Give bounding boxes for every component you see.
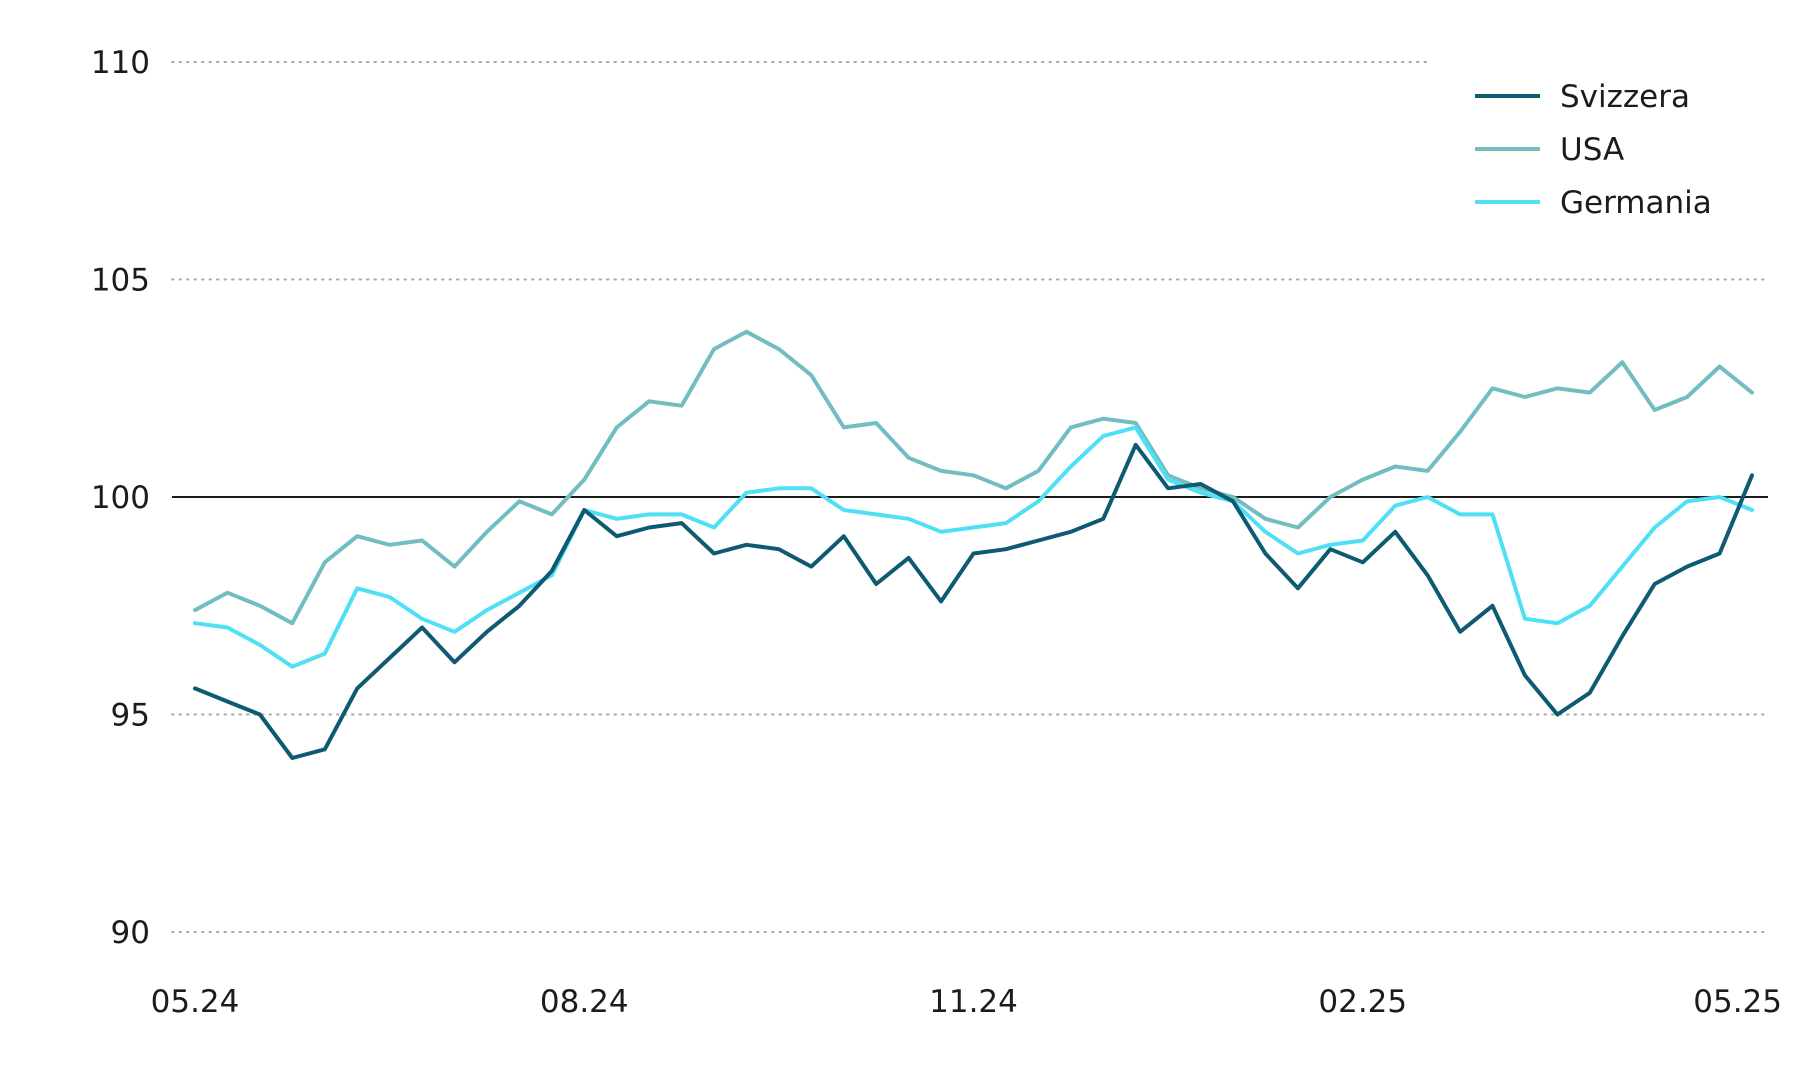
grid-lines	[171, 61, 1769, 933]
x-tick-label: 05.24	[151, 984, 240, 1020]
x-axis-tick-labels: 05.24 08.24 11.24 02.25 05.25	[151, 984, 1782, 1020]
legend: Svizzera USA Germania	[1475, 79, 1712, 221]
y-tick-label: 90	[111, 915, 150, 951]
x-tick-label: 05.25	[1693, 984, 1782, 1020]
x-tick-label: 11.24	[929, 984, 1018, 1020]
series-line-usa	[193, 329, 1754, 626]
y-axis-tick-labels: 110 105 100 95 90	[91, 45, 150, 951]
y-tick-label: 110	[91, 45, 150, 81]
legend-label: Germania	[1560, 185, 1712, 221]
y-tick-label: 105	[91, 263, 150, 299]
series-line-svizzera	[193, 442, 1754, 760]
series-line-germania	[193, 425, 1754, 669]
legend-label: USA	[1560, 132, 1624, 168]
y-tick-label: 100	[91, 480, 150, 516]
series-lines	[193, 329, 1754, 760]
legend-item-svizzera: Svizzera	[1475, 79, 1690, 115]
legend-label: Svizzera	[1560, 79, 1690, 115]
legend-item-usa: USA	[1475, 132, 1624, 168]
x-tick-label: 08.24	[540, 984, 629, 1020]
x-tick-label: 02.25	[1318, 984, 1407, 1020]
y-tick-label: 95	[111, 698, 150, 734]
legend-item-germania: Germania	[1475, 185, 1712, 221]
